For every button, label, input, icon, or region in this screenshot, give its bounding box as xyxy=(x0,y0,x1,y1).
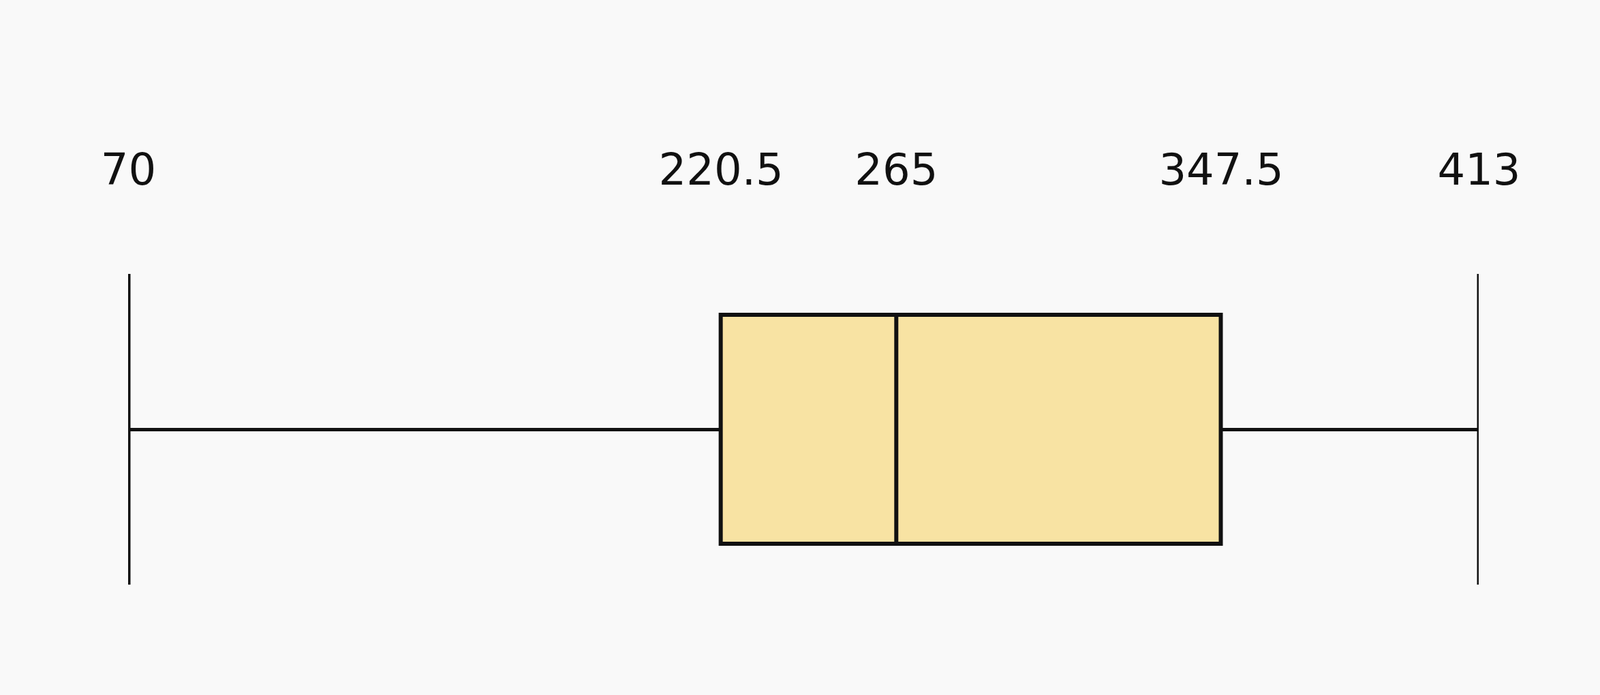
svg-text:413: 413 xyxy=(1437,144,1521,195)
svg-text:265: 265 xyxy=(854,144,938,195)
svg-text:220.5: 220.5 xyxy=(658,144,784,195)
svg-text:70: 70 xyxy=(100,144,157,195)
svg-text:347.5: 347.5 xyxy=(1158,144,1284,195)
